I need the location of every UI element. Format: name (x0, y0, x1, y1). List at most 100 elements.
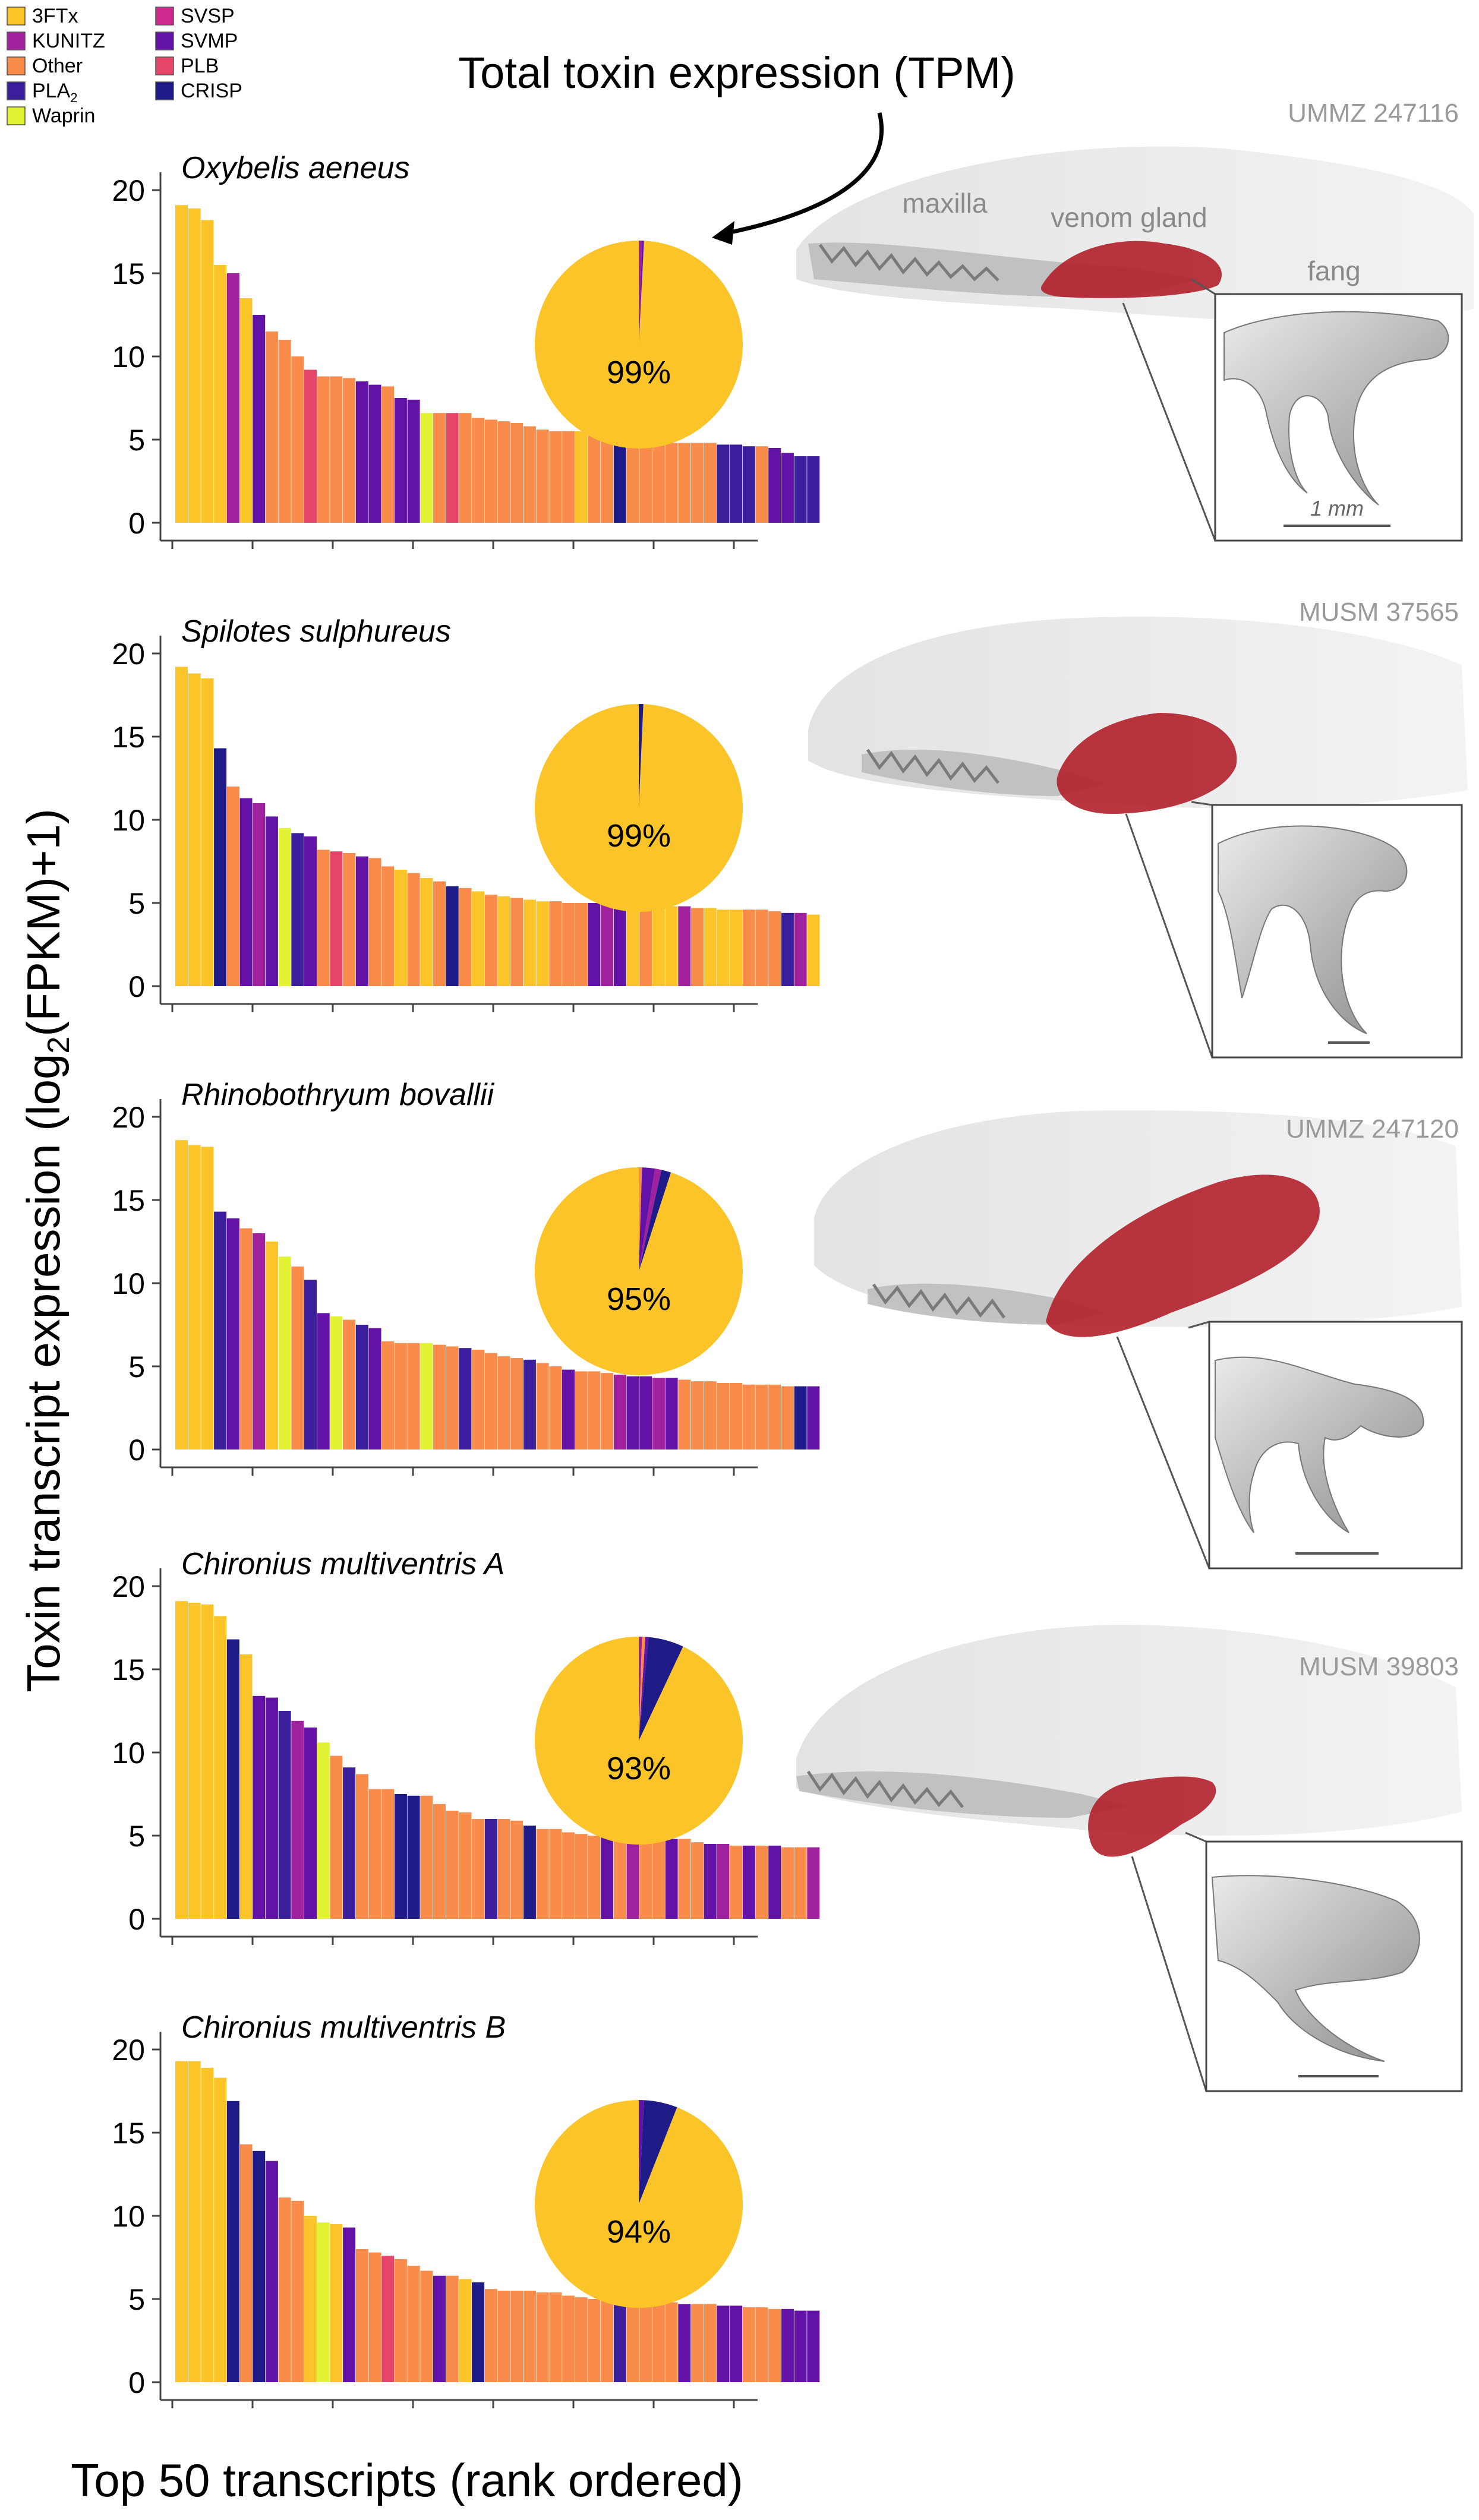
bar-rank-34 (601, 2299, 614, 2382)
pie-slice-3ftx (535, 241, 743, 449)
bar-rank-40 (678, 443, 691, 523)
bar-rank-2 (188, 208, 201, 523)
bar-rank-2 (188, 1145, 201, 1450)
bar-rank-18 (394, 1343, 407, 1450)
bar-rank-39 (665, 1839, 678, 1919)
bar-rank-37 (639, 1837, 652, 1919)
legend-item: Other (7, 55, 83, 77)
pie-percent-label: 95% (607, 1281, 671, 1317)
bar-rank-23 (459, 413, 472, 523)
panel-4: Chironius multiventris A 0 5 10 15 20 93% (112, 1547, 820, 1945)
bar-rank-35 (613, 904, 626, 986)
pie-annotation-label: Total toxin expression (TPM) (458, 48, 1016, 97)
bar-rank-11 (304, 1728, 317, 1919)
bar-rank-32 (575, 1834, 588, 1919)
pie-slice-crisp (639, 1637, 683, 1741)
bar-rank-21 (433, 413, 446, 523)
bar-rank-3 (201, 1147, 214, 1450)
bar-rank-46 (755, 1384, 768, 1450)
bar-rank-48 (781, 2309, 794, 2382)
y-tick-label: 20 (112, 1570, 145, 1603)
bar-rank-28 (523, 1826, 536, 1919)
bar-rank-41 (691, 1381, 704, 1450)
venom-gland (1040, 241, 1222, 298)
bar-rank-12 (317, 376, 330, 523)
pie-slice-crisp (639, 2100, 677, 2204)
bar-rank-36 (626, 1376, 639, 1450)
bar-rank-1 (175, 1601, 188, 1919)
specimen-label-1: UMMZ 247116 (1288, 99, 1459, 128)
bar-rank-17 (381, 1789, 395, 1919)
bar-rank-16 (368, 2252, 381, 2382)
bar-rank-38 (652, 1837, 665, 1919)
pie-slice-3ftx (534, 704, 743, 912)
bar-rank-18 (394, 1794, 407, 1919)
y-tick-label: 0 (128, 507, 145, 540)
bar-rank-6 (239, 1228, 253, 1450)
bar-rank-4 (214, 265, 227, 523)
bar-rank-49 (794, 912, 807, 986)
bar-rank-48 (781, 453, 794, 523)
bar-rank-42 (704, 2304, 717, 2382)
legend-item: Waprin (7, 105, 95, 127)
bar-rank-3 (201, 678, 214, 986)
bar-rank-40 (678, 1839, 691, 1919)
bar-rank-25 (484, 2289, 497, 2382)
legend-item: CRISP (155, 80, 242, 102)
legend-swatch (155, 81, 174, 100)
bar-rank-13 (330, 1316, 343, 1450)
zoom-line (1191, 801, 1213, 806)
skull-rendering-4: MUSM 39803 (796, 1625, 1463, 2092)
bar-rank-30 (549, 431, 562, 523)
panel-title: Spilotes sulphureus (181, 614, 451, 649)
panel-title: Oxybelis aeneus (181, 151, 409, 185)
y-tick-label: 0 (128, 2366, 145, 2399)
bar-rank-18 (394, 2259, 407, 2382)
bar-rank-22 (446, 1811, 459, 1919)
bar-rank-47 (768, 911, 781, 986)
bar-rank-8 (265, 1242, 278, 1450)
bar-rank-34 (601, 1836, 614, 1919)
bar-rank-46 (755, 446, 768, 523)
pie-percent-label: 93% (607, 1751, 671, 1786)
bar-rank-40 (678, 1379, 691, 1450)
scale-bar-label: 1 mm (1310, 496, 1364, 520)
bar-rank-45 (742, 446, 755, 523)
bar-rank-29 (536, 901, 549, 986)
bar-rank-8 (265, 2161, 278, 2382)
zoom-line (1185, 1831, 1207, 1843)
legend-label: SVSP (181, 5, 235, 27)
y-tick-label: 10 (112, 1736, 145, 1770)
teeth-row (806, 1770, 964, 1808)
bar-rank-16 (368, 1328, 381, 1450)
bar-rank-11 (304, 1280, 317, 1450)
annotation-arrow-line (718, 112, 884, 237)
bar-rank-10 (291, 1267, 304, 1450)
bar-rank-8 (265, 1697, 278, 1919)
bar-rank-11 (304, 2216, 317, 2382)
bar-rank-33 (588, 903, 601, 986)
bar-rank-34 (601, 904, 614, 986)
bar-rank-48 (781, 1386, 794, 1450)
bar-rank-20 (420, 1795, 433, 1919)
bar-rank-19 (407, 1343, 420, 1450)
bar-rank-7 (253, 1233, 266, 1450)
pie-percent-label: 94% (607, 2214, 671, 2250)
bar-rank-37 (639, 2300, 652, 2382)
pie-slice-kunitz (639, 1637, 642, 1741)
bar-rank-44 (730, 910, 743, 986)
teeth-row (872, 1283, 1006, 1319)
bar-rank-1 (175, 1140, 188, 1450)
bar-rank-34 (601, 1373, 614, 1450)
bar-rank-25 (484, 1353, 497, 1450)
legend-item: 3FTx (7, 5, 78, 27)
y-tick-label: 5 (128, 887, 145, 920)
pie-percent-label: 99% (607, 818, 671, 854)
teeth-row (818, 244, 999, 282)
skull-renderings: maxilla venom gland fang UMMZ 247116 1 m… (796, 99, 1474, 2092)
y-axis-label-main: Toxin transcript expression (log (17, 1054, 70, 1692)
bar-rank-7 (253, 2150, 266, 2382)
bar-rank-16 (368, 858, 381, 986)
bar-rank-48 (781, 1847, 794, 1919)
zoom-line (1188, 1321, 1210, 1329)
